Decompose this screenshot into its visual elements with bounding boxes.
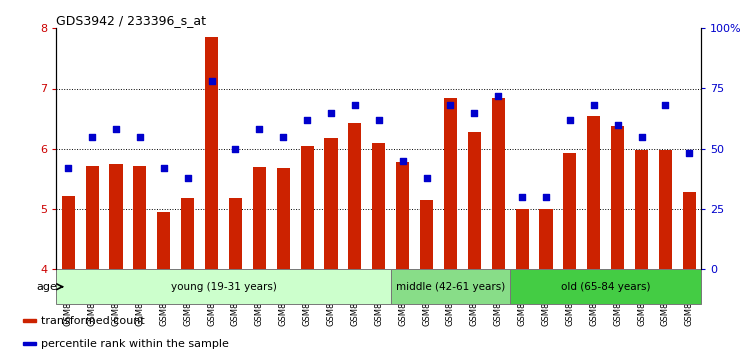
Bar [86, 166, 99, 269]
Point [349, 103, 361, 108]
Bar [277, 168, 290, 269]
Bar [635, 150, 648, 269]
Bar [229, 198, 242, 269]
Bar [325, 138, 338, 269]
Point [110, 127, 122, 132]
Text: young (19-31 years): young (19-31 years) [170, 282, 277, 292]
Bar [134, 166, 146, 269]
Point [683, 151, 695, 156]
Text: age: age [37, 282, 58, 292]
Bar [62, 196, 75, 269]
Point [397, 158, 409, 164]
Point [278, 134, 290, 139]
Bar [420, 200, 433, 269]
Text: old (65-84 years): old (65-84 years) [561, 282, 650, 292]
Point [588, 103, 600, 108]
Point [230, 146, 242, 152]
Point [62, 165, 74, 171]
Bar [301, 146, 313, 269]
Bar [391, 269, 510, 304]
Bar [658, 150, 672, 269]
Point [86, 134, 98, 139]
Bar [22, 343, 36, 345]
Point [564, 117, 576, 122]
Bar [468, 132, 481, 269]
Point [612, 122, 624, 127]
Bar [682, 192, 696, 269]
Point [158, 165, 170, 171]
Bar [396, 162, 410, 269]
Point [254, 127, 266, 132]
Bar [611, 126, 624, 269]
Point [659, 103, 671, 108]
Bar [110, 164, 122, 269]
Bar [253, 167, 266, 269]
Bar [56, 269, 391, 304]
Bar [181, 198, 194, 269]
Point [635, 134, 647, 139]
Bar [444, 98, 457, 269]
Point [134, 134, 146, 139]
Bar [587, 115, 600, 269]
Bar [539, 209, 553, 269]
Point [301, 117, 313, 122]
Bar [158, 212, 170, 269]
Text: GDS3942 / 233396_s_at: GDS3942 / 233396_s_at [56, 14, 206, 27]
Bar [515, 209, 529, 269]
Bar [492, 98, 505, 269]
Point [182, 175, 194, 181]
Point [421, 175, 433, 181]
Bar [22, 319, 36, 322]
Point [325, 110, 337, 115]
Point [492, 93, 504, 98]
Point [373, 117, 385, 122]
Text: percentile rank within the sample: percentile rank within the sample [41, 339, 230, 349]
Point [516, 194, 528, 200]
Text: transformed count: transformed count [41, 316, 145, 326]
Bar [510, 269, 701, 304]
Bar [372, 143, 386, 269]
Point [445, 103, 457, 108]
Text: middle (42-61 years): middle (42-61 years) [396, 282, 505, 292]
Bar [348, 124, 361, 269]
Bar [205, 37, 218, 269]
Point [540, 194, 552, 200]
Point [206, 79, 218, 84]
Bar [563, 154, 577, 269]
Point [468, 110, 480, 115]
